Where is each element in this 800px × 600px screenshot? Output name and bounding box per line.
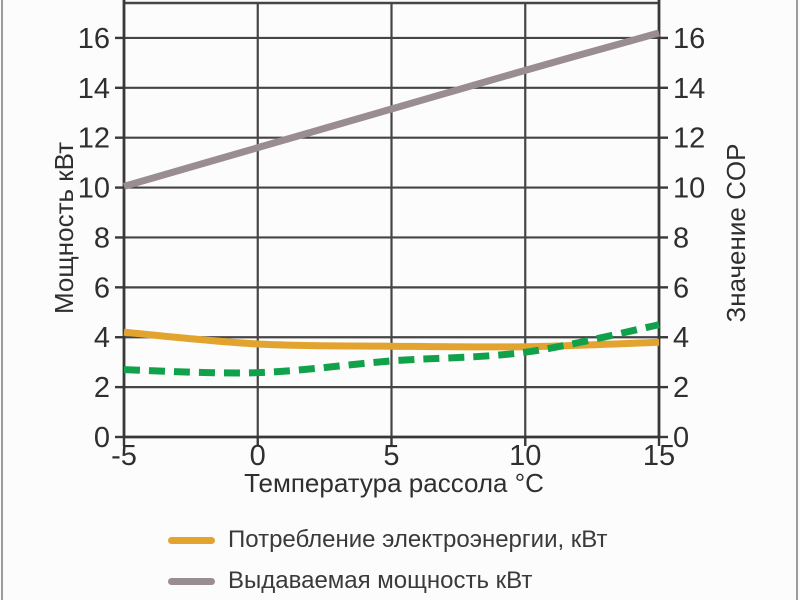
left-tick-label-4: 4	[94, 322, 110, 354]
bottom-tick-label-5: 5	[383, 440, 399, 472]
right-tick-label-2: 2	[673, 372, 689, 404]
left-edge-border	[1, 0, 3, 600]
right-tick-label-12: 12	[673, 123, 705, 155]
y-axis-title-left: Мощность кВт	[49, 142, 79, 314]
right-edge-border	[796, 0, 798, 600]
right-tick-label-10: 10	[673, 173, 705, 205]
left-tick-label-14: 14	[78, 73, 110, 105]
bottom-tick-label--5: -5	[111, 440, 137, 472]
right-tick-label-14: 14	[673, 73, 705, 105]
left-tick-label-10: 10	[78, 173, 110, 205]
bottom-tick-label-15: 15	[643, 440, 675, 472]
right-tick-label-4: 4	[673, 322, 689, 354]
axis-tick-marks	[115, 36, 668, 446]
bottom-tick-label-0: 0	[250, 440, 266, 472]
electricity-consumption-line	[123, 328, 660, 351]
legend-item-output: Выдаваемая мощность кВт	[168, 567, 608, 594]
right-tick-label-6: 6	[673, 272, 689, 304]
left-tick-label-2: 2	[94, 372, 110, 404]
right-tick-label-8: 8	[673, 222, 689, 254]
cop-curve-line	[123, 321, 660, 377]
right-tick-label-16: 16	[673, 23, 705, 55]
legend-swatch-output	[168, 577, 215, 585]
right-tick-label-0: 0	[673, 422, 689, 454]
left-tick-label-6: 6	[94, 272, 110, 304]
legend-item-consumption: Потребление электроэнергии, кВт	[168, 526, 608, 553]
left-tick-label-12: 12	[78, 123, 110, 155]
left-tick-label-0: 0	[94, 422, 110, 454]
y-axis-title-right: Значение COP	[721, 144, 751, 323]
gridlines	[124, 1, 659, 437]
data-series	[123, 29, 660, 377]
legend-swatch-consumption	[168, 536, 215, 544]
legend-label-consumption: Потребление электроэнергии, кВт	[228, 526, 608, 553]
left-tick-label-16: 16	[78, 23, 110, 55]
bottom-tick-label-10: 10	[509, 440, 541, 472]
x-axis-title: Температура рассола °C	[244, 468, 544, 498]
chart-legend: Потребление электроэнергии, кВт Выдаваем…	[168, 526, 608, 600]
left-tick-label-8: 8	[94, 222, 110, 254]
output-power-line	[123, 29, 660, 190]
legend-label-output: Выдаваемая мощность кВт	[228, 567, 533, 594]
